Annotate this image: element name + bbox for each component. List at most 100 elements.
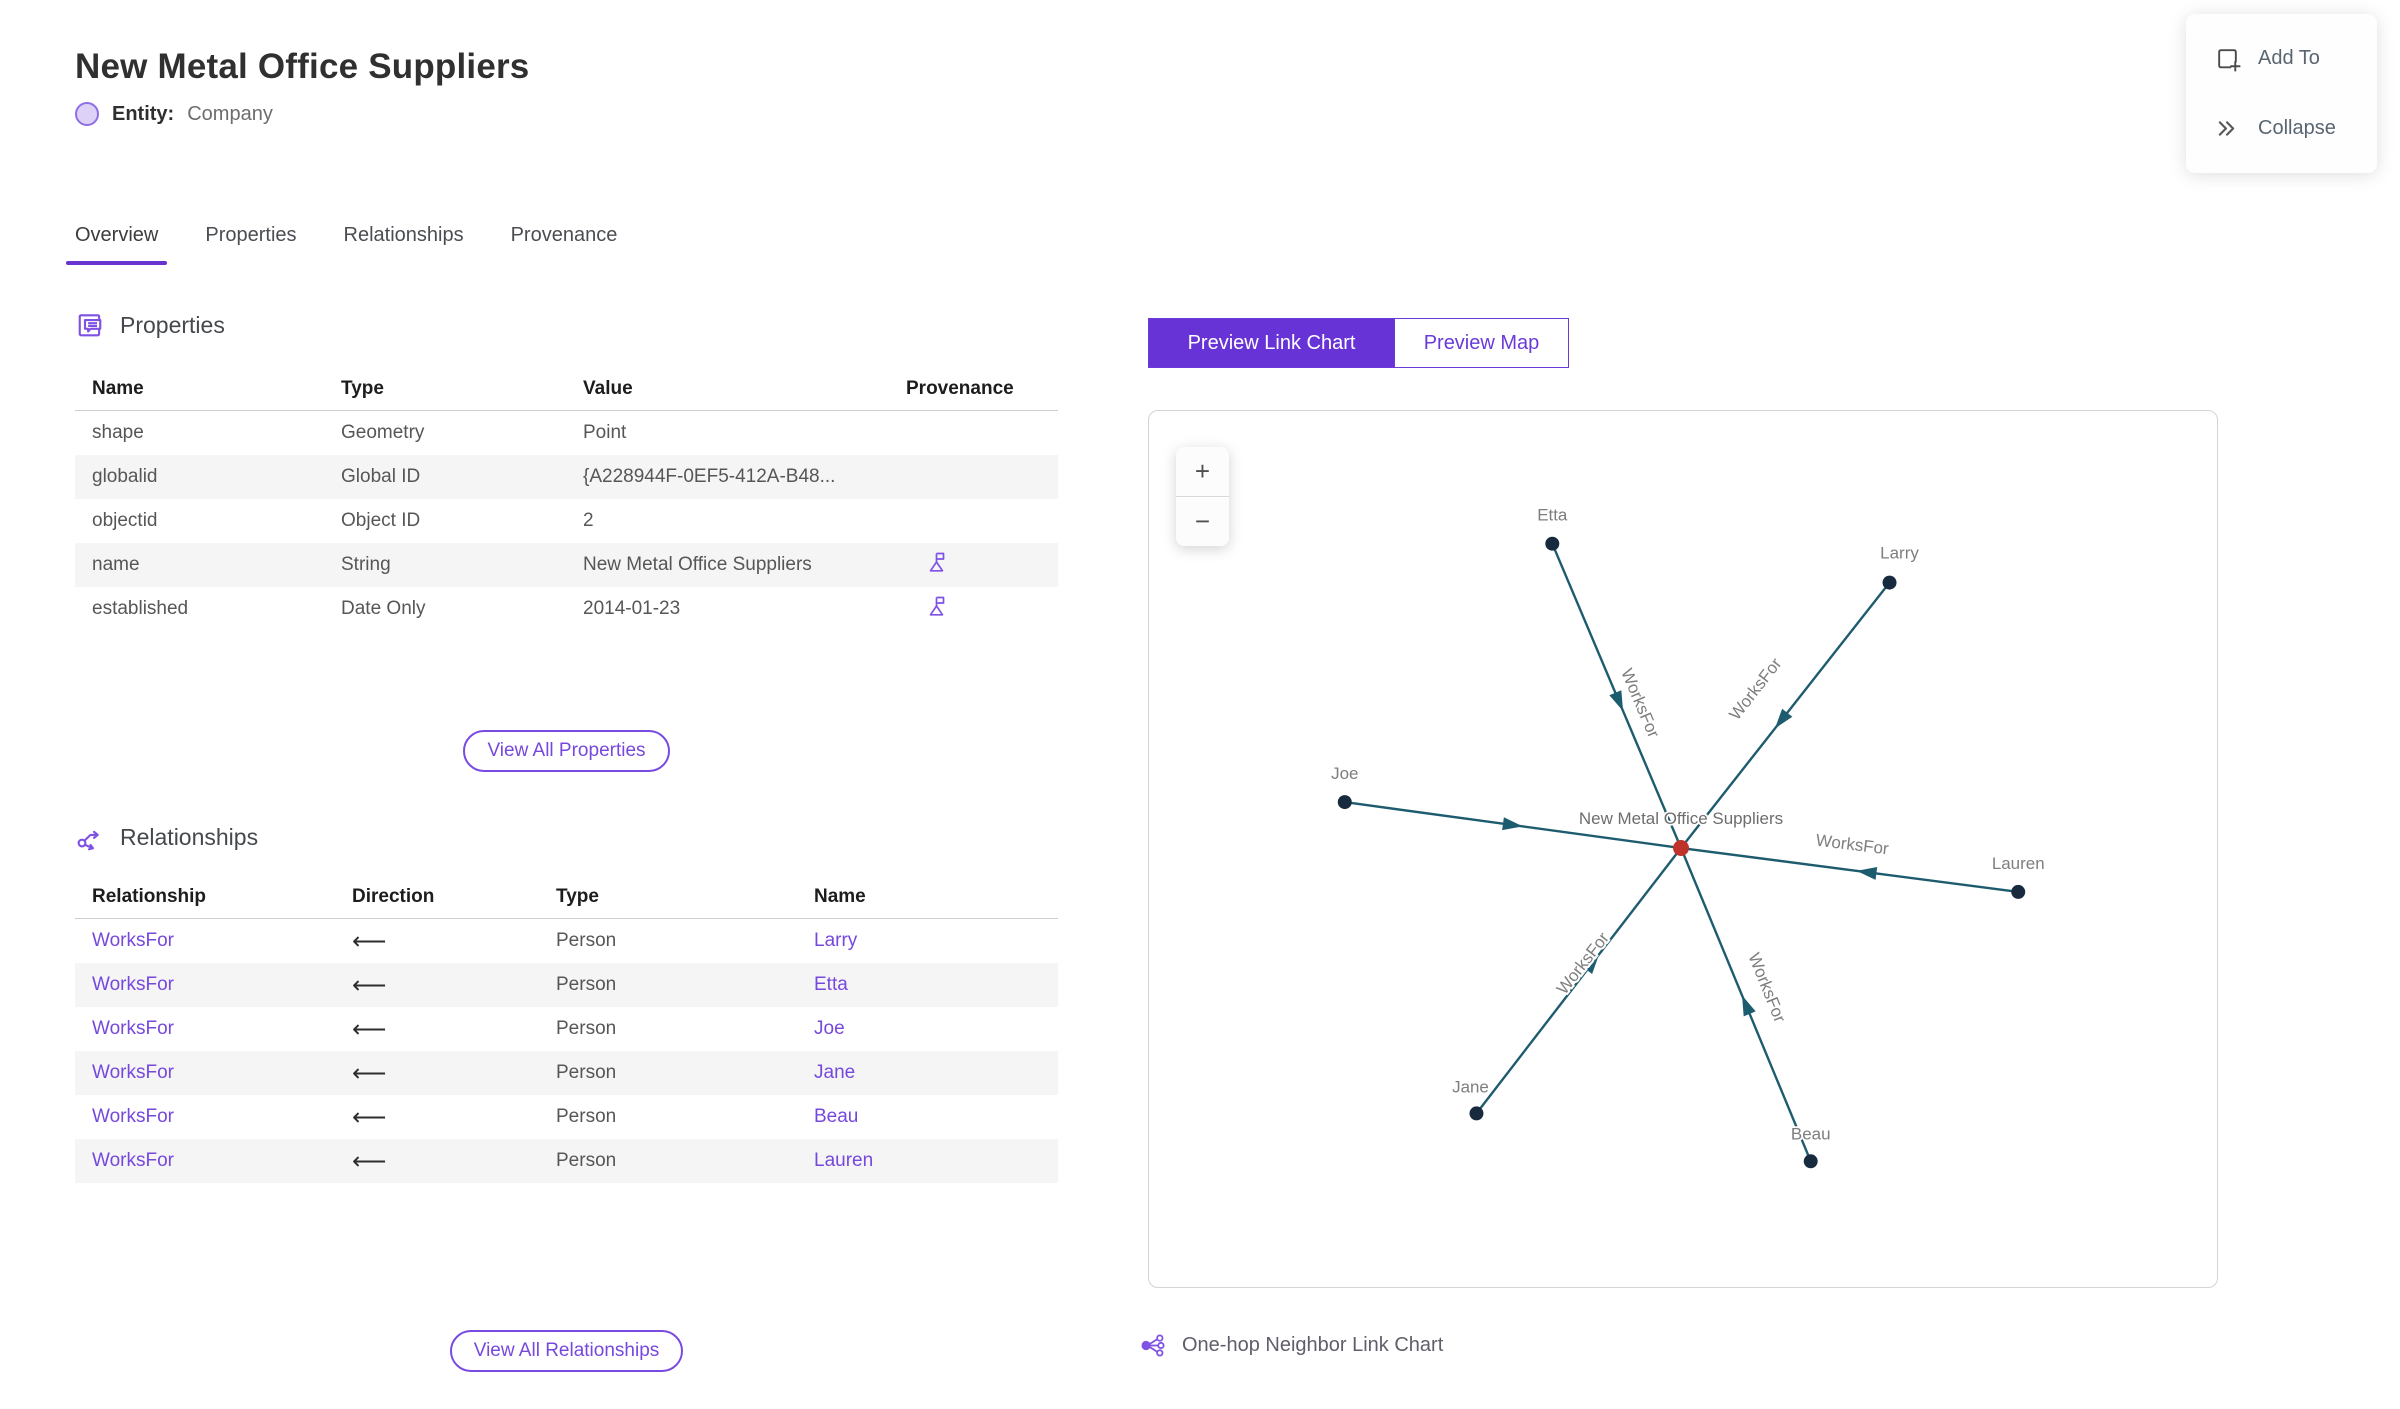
table-row: WorksFor ⟵ Person Etta (75, 963, 1058, 1007)
table-row: globalid Global ID {A228944F-0EF5-412A-B48… (75, 455, 1058, 499)
graph-node-label: Lauren (1992, 854, 2045, 873)
tab-properties[interactable]: Properties (205, 224, 297, 246)
related-name-link[interactable]: Larry (814, 930, 858, 951)
graph-node[interactable] (1469, 1106, 1484, 1121)
collapse-label: Collapse (2258, 116, 2336, 139)
graph-node-label: Larry (1880, 544, 1919, 563)
provenance-flag-icon[interactable] (906, 550, 1058, 580)
related-type: Person (556, 1150, 617, 1171)
col-name: Name (814, 886, 866, 907)
graph-node-label: Etta (1537, 506, 1568, 525)
direction-arrow: ⟵ (352, 1147, 387, 1175)
graph-node[interactable] (1337, 795, 1352, 810)
chart-caption-text: One-hop Neighbor Link Chart (1182, 1334, 1444, 1356)
relationships-section-header: Relationships (75, 822, 258, 852)
zoom-out-button[interactable]: − (1194, 506, 1211, 536)
table-row: name String New Metal Office Suppliers (75, 543, 1058, 587)
relationship-link[interactable]: WorksFor (92, 1150, 174, 1171)
entity-row: Entity: Company (75, 102, 273, 126)
col-name: Name (92, 378, 144, 399)
col-direction: Direction (352, 886, 435, 907)
view-all-properties-button[interactable]: View All Properties (463, 730, 670, 772)
relationship-link[interactable]: WorksFor (92, 1106, 174, 1127)
properties-table-body: shape Geometry Point globalid Global ID {A228… (75, 411, 1058, 631)
relationships-icon (75, 822, 105, 852)
graph-node[interactable] (1545, 536, 1560, 551)
page-title: New Metal Office Suppliers (75, 47, 530, 87)
graph-node[interactable] (1882, 575, 1897, 590)
graph-edge-arrow (1856, 867, 1878, 880)
graph-node[interactable] (1673, 840, 1689, 856)
relationship-link[interactable]: WorksFor (92, 1062, 174, 1083)
direction-arrow: ⟵ (352, 1103, 387, 1131)
related-type: Person (556, 974, 617, 995)
related-type: Person (556, 1062, 617, 1083)
related-type: Person (556, 930, 617, 951)
graph-node-label: Jane (1452, 1077, 1489, 1096)
preview-map-button[interactable]: Preview Map (1394, 319, 1568, 367)
tab-overview[interactable]: Overview (65, 224, 168, 265)
property-type: Object ID (341, 510, 421, 531)
graph-edge-arrow (1609, 690, 1624, 712)
provenance-flag-icon[interactable] (906, 594, 1058, 624)
related-name-link[interactable]: Etta (814, 974, 848, 995)
relationship-link[interactable]: WorksFor (92, 930, 174, 951)
table-row: objectid Object ID 2 (75, 499, 1058, 543)
add-to-action[interactable]: Add To (2186, 45, 2377, 72)
direction-arrow: ⟵ (352, 971, 387, 999)
related-name-link[interactable]: Lauren (814, 1150, 874, 1171)
zoom-in-button[interactable]: + (1176, 447, 1229, 497)
entity-label: Entity: (112, 102, 175, 125)
property-value: Point (583, 422, 627, 443)
graph-edge-label: WorksFor (1744, 950, 1789, 1025)
related-type: Person (556, 1018, 617, 1039)
property-type: Global ID (341, 466, 421, 487)
property-name: name (92, 554, 140, 575)
properties-table: Name Type Value Provenance shape Geometry… (75, 368, 1058, 631)
direction-arrow: ⟵ (352, 927, 387, 955)
relationship-link[interactable]: WorksFor (92, 974, 174, 995)
property-name: globalid (92, 466, 158, 487)
col-type: Type (341, 378, 384, 399)
graph-node[interactable] (2011, 884, 2026, 899)
view-all-properties-wrap: View All Properties (75, 730, 1058, 772)
actions-card: Add To Collapse (2186, 14, 2377, 173)
zoom-control: + − (1176, 447, 1229, 546)
property-value: {A228944F-0EF5-412A-B48... (583, 466, 836, 487)
property-value: 2014-01-23 (583, 598, 681, 619)
graph-edge-label: WorksFor (1617, 666, 1663, 741)
table-row: WorksFor ⟵ Person Larry (75, 919, 1058, 963)
table-row: WorksFor ⟵ Person Jane (75, 1051, 1058, 1095)
relationship-link[interactable]: WorksFor (92, 1018, 174, 1039)
collapse-action[interactable]: Collapse (2186, 115, 2377, 142)
graph-node-label: Joe (1331, 764, 1358, 783)
link-chart-svg[interactable]: WorksFor WorksFor WorksFor WorksFor WorksFor… (1149, 411, 2217, 1287)
table-row: shape Geometry Point (75, 411, 1058, 455)
related-name-link[interactable]: Beau (814, 1106, 859, 1127)
tab-provenance[interactable]: Provenance (510, 224, 618, 246)
property-name: objectid (92, 510, 158, 531)
related-type: Person (556, 1106, 617, 1127)
entity-type-value: Company (187, 102, 273, 125)
link-chart-preview[interactable]: + − WorksFor WorksFor WorksFor WorksFor Work… (1148, 410, 2218, 1288)
graph-edge-label: WorksFor (1553, 928, 1613, 998)
property-value: New Metal Office Suppliers (583, 554, 812, 575)
add-to-label: Add To (2258, 47, 2320, 70)
chart-caption: One-hop Neighbor Link Chart (1140, 1332, 1443, 1359)
graph-node[interactable] (1803, 1154, 1818, 1169)
col-type: Type (556, 886, 599, 907)
add-to-icon (2214, 45, 2241, 72)
preview-link-chart-button[interactable]: Preview Link Chart (1149, 319, 1394, 367)
graph-node-label: Beau (1791, 1124, 1831, 1143)
tab-relationships[interactable]: Relationships (343, 224, 464, 246)
table-row: established Date Only 2014-01-23 (75, 587, 1058, 631)
col-value: Value (583, 378, 633, 399)
preview-toggle: Preview Link Chart Preview Map (1148, 318, 1569, 368)
related-name-link[interactable]: Jane (814, 1062, 856, 1083)
related-name-link[interactable]: Joe (814, 1018, 845, 1039)
graph-edge-label: WorksFor (1815, 831, 1890, 859)
view-all-relationships-button[interactable]: View All Relationships (449, 1330, 684, 1372)
view-all-relationships-wrap: View All Relationships (75, 1330, 1058, 1372)
properties-icon (75, 310, 105, 340)
